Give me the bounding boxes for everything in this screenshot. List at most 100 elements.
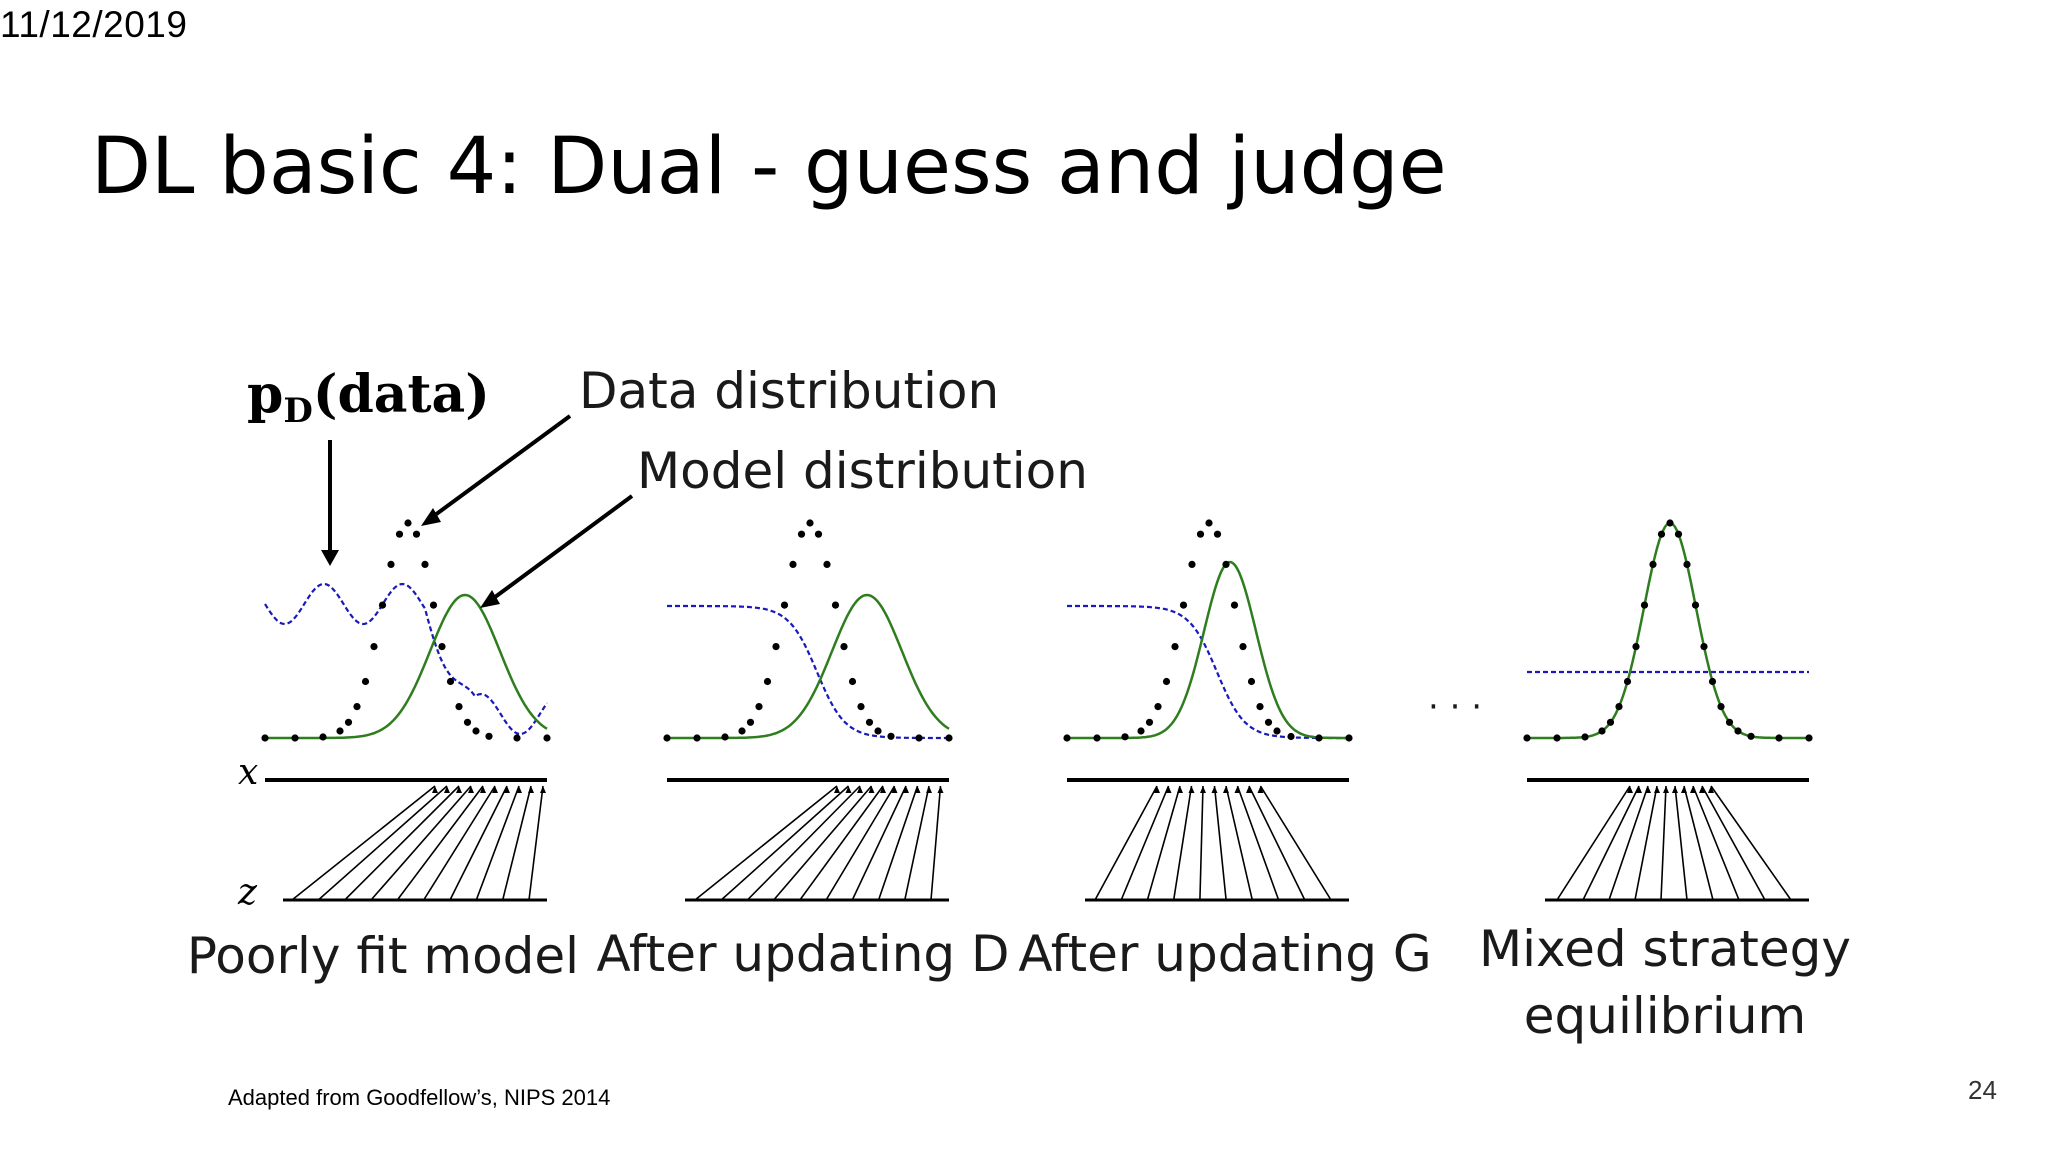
data-point [1345,734,1353,742]
data-point [513,734,521,742]
mapping-arrowhead [516,786,522,793]
data-point [1188,560,1196,568]
mapping-arrowhead [868,786,875,793]
mapping-arrowhead [1699,786,1705,793]
mapping-arrowhead [903,786,909,793]
mapping-arrowhead [1246,786,1252,793]
mapping-arrow [317,785,448,901]
data-point [1606,718,1615,726]
mapping-arrow [1094,785,1158,901]
data-point [1230,601,1239,609]
panel-caption-mixed-strategy: Mixed strategy [1478,920,1852,978]
mapping-arrowhead [492,786,498,793]
data-point [663,734,671,742]
data-point [1093,734,1101,742]
data-point [823,560,831,568]
data-point [1691,601,1700,609]
data-point [1196,530,1205,538]
data-point [1523,734,1531,742]
data-point [378,601,387,609]
data-point [1553,734,1561,742]
mapping-arrow [291,785,436,901]
x-axis-label: x [238,752,259,793]
data-point [1162,677,1171,686]
data-point [1287,732,1295,741]
discriminator-curve-3 [1067,604,1349,740]
mapping-arrowhead [444,786,450,793]
mapping-arrow [746,785,861,901]
data-point [395,530,404,538]
model-distribution-curve-1 [265,593,548,740]
mapping-arrow [1556,785,1631,901]
mapping-arrow [904,785,930,901]
data-point [1222,560,1230,568]
gan-diagram [261,414,1813,902]
data-point [1239,643,1247,651]
data-point [1640,601,1649,609]
mapping-arrowhead [528,786,534,793]
mapping-arrow [1120,785,1170,901]
pdata-label: pD(data) [247,364,490,431]
data-point [772,643,780,651]
data-point [319,733,327,741]
data-point [915,734,923,742]
data-point [945,734,953,742]
mapping-arrowhead [432,786,438,793]
data-point [746,718,755,726]
data-point [353,703,361,711]
panel-caption-after-updating-d: After updating D [596,925,1010,983]
mapping-arrow [1692,785,1740,901]
mapping-arrow [528,785,544,901]
data-point [1598,727,1606,735]
mapping-arrowhead [1636,786,1642,793]
data-point [1247,677,1256,686]
data-point [1666,519,1674,527]
data-point [721,733,729,741]
data-point [472,727,480,735]
data-point [1734,727,1742,735]
mapping-arrow [851,785,907,901]
data-point [1145,718,1154,726]
mapping-arrow [1199,785,1204,901]
data-point [840,643,848,651]
mapping-arrow [1146,785,1181,901]
mapping-arrowhead [880,786,886,793]
data-point [429,601,438,609]
data-point [485,732,493,740]
data-point [412,530,421,538]
data-point [874,727,882,735]
mapping-arrowhead [1645,786,1651,793]
mapping-arrow [1172,785,1193,901]
data-distribution-arrowhead [421,508,441,526]
mapping-arrow [799,785,884,901]
data-point [1205,519,1213,527]
mapping-arrowhead [1211,786,1218,793]
mapping-arrow [396,785,484,901]
data-point [1581,733,1589,741]
mapping-arrow [1225,785,1254,901]
data-point [438,643,446,651]
mapping-arrowhead [1234,786,1241,793]
data-point [1615,703,1623,711]
mapping-arrowhead [914,786,921,793]
data-point [1657,530,1666,538]
data-point [865,718,874,726]
mapping-arrow [1710,785,1792,901]
mapping-arrow [1634,785,1658,901]
data-point [261,734,269,742]
data-point [446,677,455,686]
date: 11/12/2019 [0,4,188,45]
mapping-arrow [449,785,508,901]
data-point [857,703,865,711]
mapping-arrow [1608,785,1649,901]
data-point [1649,560,1657,568]
data-distribution-arrow [429,414,572,520]
mapping-arrow [1259,785,1332,901]
mapping-arrow [720,785,850,901]
mapping-arrowhead [468,786,474,793]
mapping-arrowhead [504,786,510,793]
mapping-arrowhead [1672,786,1678,793]
panel-caption-poorly-fit: Poorly fit model [186,927,580,985]
mapping-arrow [423,785,496,901]
